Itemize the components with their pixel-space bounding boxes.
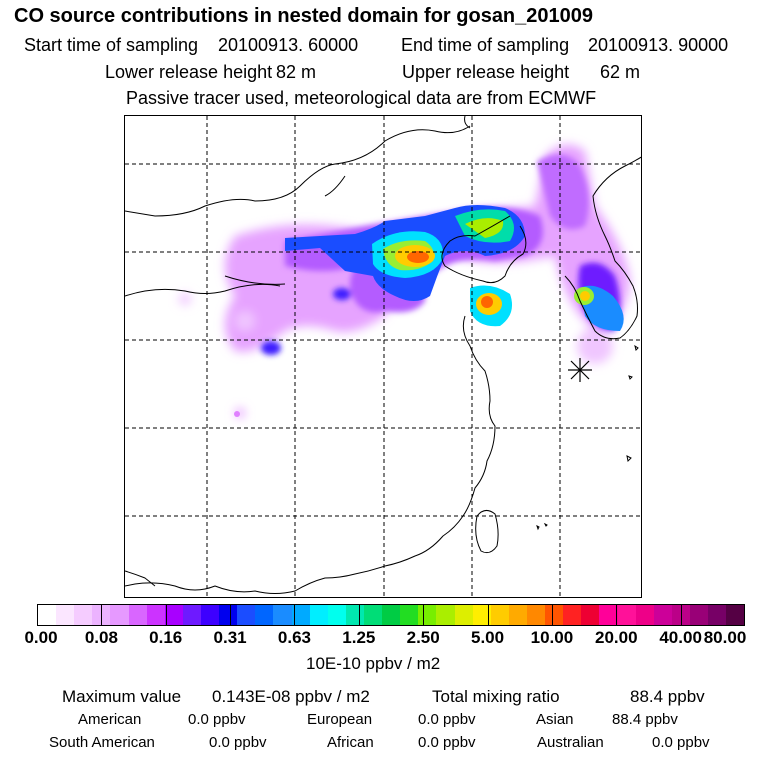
receptor-asterisk-icon	[568, 358, 592, 382]
source-name: European	[307, 711, 373, 728]
colorbar-divider	[101, 604, 103, 626]
colorbar-segment	[689, 605, 709, 625]
source-name: South American	[49, 734, 155, 751]
colorbar-tick-label: 20.00	[594, 628, 638, 647]
plot-title: CO source contributions in nested domain…	[14, 5, 594, 27]
end-time-value: 20100913. 90000	[588, 35, 729, 55]
colorbar-segment	[255, 605, 274, 625]
colorbar-tick-label: 5.00	[470, 628, 505, 647]
start-time-value: 20100913. 60000	[218, 35, 359, 55]
colorbar-segment	[56, 605, 75, 625]
start-time-label: Start time of sampling	[24, 35, 199, 55]
source-value: 0.0 ppbv	[652, 734, 710, 751]
colorbar-tick-label: 0.31	[213, 628, 247, 647]
colorbar-segment	[708, 605, 727, 625]
source-value: 0.0 ppbv	[188, 711, 246, 728]
colorbar-divider	[294, 604, 296, 626]
upper-height-label: Upper release height	[402, 62, 570, 82]
colorbar-segment	[545, 605, 564, 625]
total-mixing-value: 88.4 ppbv	[630, 687, 705, 706]
lower-height-label: Lower release height	[105, 62, 273, 82]
colorbar-segment	[200, 605, 220, 625]
colorbar-divider	[551, 604, 553, 626]
source-name: Australian	[537, 734, 604, 751]
source-value: 0.0 ppbv	[209, 734, 267, 751]
map-svg	[125, 116, 641, 597]
colorbar-tick-label: 0.16	[149, 628, 183, 647]
colorbar-segment	[400, 605, 419, 625]
map-panel	[124, 115, 642, 598]
tracer-note: Passive tracer used, meteorological data…	[126, 88, 597, 108]
colorbar-segment	[128, 605, 147, 625]
colorbar-segment	[182, 605, 201, 625]
colorbar-segment	[291, 605, 310, 625]
plume-core	[234, 205, 624, 417]
source-value: 0.0 ppbv	[418, 711, 476, 728]
colorbar-tick-label: 80.00	[703, 628, 747, 647]
colorbar-segment	[563, 605, 582, 625]
colorbar-segment	[526, 605, 546, 625]
colorbar-segment	[599, 605, 618, 625]
colorbar-divider	[423, 604, 425, 626]
colorbar-segment	[345, 605, 364, 625]
colorbar-tick-label: 40.00	[659, 628, 702, 647]
source-name: American	[78, 711, 142, 728]
colorbar-segment	[273, 605, 292, 625]
colorbar-divider	[487, 604, 489, 626]
colorbar-tick-label: 1.25	[342, 628, 376, 647]
colorbar-segment	[617, 605, 636, 625]
colorbar-segment	[309, 605, 328, 625]
colorbar-tick-label: 10.00	[530, 628, 574, 647]
total-mixing-label: Total mixing ratio	[432, 687, 560, 706]
colorbar-tick-label: 0.00	[24, 628, 58, 647]
colorbar-segment	[472, 605, 491, 625]
max-value-label: Maximum value	[62, 687, 182, 706]
colorbar-segment	[74, 605, 93, 625]
source-name: Asian	[536, 711, 574, 728]
colorbar-segment	[38, 605, 57, 625]
map-grid	[125, 116, 641, 597]
colorbar-tick-label: 2.50	[406, 628, 440, 647]
colorbar-segment	[454, 605, 473, 625]
colorbar-segment	[726, 605, 745, 625]
colorbar-segment	[382, 605, 401, 625]
source-value: 0.0 ppbv	[418, 734, 476, 751]
colorbar-tick-label: 0.63	[277, 628, 311, 647]
colorbar-segment	[146, 605, 165, 625]
colorbar-divider	[358, 604, 360, 626]
lower-height-value: 82 m	[276, 62, 317, 82]
max-value: 0.143E-08 ppbv / m2	[212, 687, 370, 706]
end-time-label: End time of sampling	[401, 35, 570, 55]
colorbar-tick-label: 0.08	[84, 628, 118, 647]
coastline	[125, 116, 641, 594]
colorbar-segment	[653, 605, 672, 625]
colorbar-divider	[616, 604, 618, 626]
colorbar-segment	[237, 605, 256, 625]
colorbar-segment	[327, 605, 346, 625]
source-name: African	[327, 734, 374, 751]
colorbar-segment	[635, 605, 654, 625]
colorbar-segment	[219, 605, 238, 625]
colorbar-divider	[165, 604, 167, 626]
colorbar-segment	[490, 605, 509, 625]
colorbar-segment	[363, 605, 383, 625]
colorbar	[37, 604, 745, 626]
source-value: 88.4 ppbv	[612, 711, 678, 728]
colorbar-segment	[581, 605, 600, 625]
colorbar-divider	[230, 604, 232, 626]
colorbar-segment	[418, 605, 437, 625]
colorbar-segment	[110, 605, 129, 625]
upper-height-value: 62 m	[600, 62, 641, 82]
colorbar-divider	[680, 604, 682, 626]
colorbar-segment	[164, 605, 183, 625]
colorbar-unit: 10E-10 ppbv / m2	[306, 654, 441, 673]
colorbar-segment	[508, 605, 527, 625]
colorbar-segment	[436, 605, 455, 625]
